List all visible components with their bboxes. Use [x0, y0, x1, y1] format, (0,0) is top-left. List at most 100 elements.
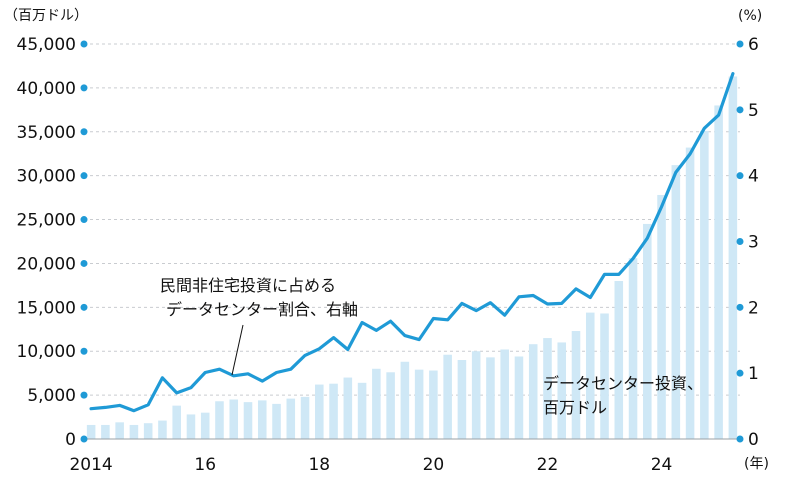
right-tick-marker — [736, 238, 744, 245]
bar — [243, 402, 253, 439]
bar — [657, 194, 666, 439]
left-tick-marker — [80, 259, 88, 267]
bar — [557, 342, 567, 439]
left-axis-unit: （百万ドル） — [4, 8, 88, 24]
bar — [600, 313, 609, 439]
bar — [172, 405, 181, 439]
right-tick-marker — [736, 106, 744, 114]
bar — [414, 369, 424, 439]
bar — [315, 384, 324, 439]
bar-annotation-line2: 百万ドル — [543, 398, 607, 417]
bar — [186, 414, 196, 439]
bar — [372, 368, 381, 439]
right-tick-marker — [736, 172, 744, 180]
left-tick-marker — [80, 435, 88, 443]
bar — [86, 424, 96, 439]
right-tick-marker — [736, 40, 744, 48]
bar — [585, 312, 595, 439]
left-tick-label: 10,000 — [17, 342, 76, 362]
bar — [671, 165, 681, 439]
bar — [115, 422, 124, 439]
bar — [571, 331, 581, 439]
left-tick-label: 0 — [65, 430, 76, 450]
left-tick-marker — [80, 84, 88, 92]
bar-series — [86, 76, 738, 440]
bar — [685, 147, 695, 440]
left-tick-label: 35,000 — [17, 123, 76, 143]
bar — [514, 356, 524, 439]
x-axis-unit: (年) — [744, 456, 769, 472]
left-tick-marker — [80, 40, 88, 48]
bar — [215, 401, 224, 439]
line-annotation: 民間非住宅投資に占める データセンター割合、右軸 — [160, 276, 358, 376]
left-tick-marker — [80, 391, 88, 399]
bar — [643, 223, 652, 439]
right-tick-label: 2 — [748, 298, 759, 318]
bar-annotation: データセンター投資、 百万ドル — [543, 374, 703, 417]
bar — [329, 383, 338, 439]
x-tick-label: 24 — [651, 455, 673, 475]
grid — [84, 43, 740, 396]
x-tick-label: 20 — [423, 455, 445, 475]
bar — [257, 400, 267, 439]
left-tick-marker — [80, 303, 88, 311]
right-tick-label: 4 — [748, 167, 759, 187]
left-tick-marker — [80, 347, 88, 355]
left-tick-label: 40,000 — [17, 79, 76, 99]
right-tick-label: 1 — [748, 364, 759, 384]
bar — [229, 399, 239, 439]
line-annotation-leader — [231, 324, 244, 376]
bar — [628, 258, 638, 439]
bar — [700, 130, 709, 439]
left-tick-label: 15,000 — [17, 298, 76, 318]
bar — [714, 105, 723, 439]
bar — [343, 377, 353, 439]
left-axis: 0 5,000 10,000 15,000 20,000 25,000 30,000 35,0… — [17, 35, 88, 450]
right-tick-label: 5 — [748, 101, 759, 121]
bar — [429, 370, 438, 439]
bar — [500, 349, 509, 439]
bar — [486, 357, 495, 439]
left-tick-label: 25,000 — [17, 211, 76, 231]
bar — [129, 424, 139, 439]
right-tick-marker — [736, 435, 744, 443]
left-tick-marker — [80, 216, 88, 224]
share-line — [89, 71, 735, 413]
x-tick-label: 2014 — [69, 455, 112, 475]
bar — [143, 423, 153, 439]
line-annotation-line1: 民間非住宅投資に占める — [160, 276, 336, 295]
left-tick-label: 30,000 — [17, 167, 76, 187]
right-tick-label: 3 — [748, 233, 759, 253]
left-tick-marker — [80, 172, 88, 180]
right-tick-label: 0 — [748, 430, 759, 450]
bar — [200, 412, 210, 439]
bar — [471, 351, 481, 439]
bar — [158, 420, 167, 439]
line-series — [89, 71, 735, 413]
x-axis: 2014 16 18 20 22 24 — [69, 455, 672, 475]
bar — [386, 372, 395, 439]
bar — [357, 382, 367, 439]
line-annotation-line2: データセンター割合、右軸 — [166, 300, 358, 319]
bar — [528, 344, 538, 439]
right-axis-unit: (%) — [738, 8, 762, 24]
right-tick-marker — [736, 369, 744, 377]
left-tick-label: 5,000 — [27, 386, 76, 406]
bar — [400, 361, 410, 439]
bar — [101, 424, 110, 439]
bar — [614, 281, 624, 439]
bar — [272, 403, 281, 439]
left-tick-marker — [80, 128, 88, 136]
x-tick-label: 18 — [308, 455, 330, 475]
x-tick-label: 22 — [537, 455, 559, 475]
bar — [300, 396, 310, 439]
bar-annotation-line1: データセンター投資、 — [543, 374, 703, 393]
left-tick-label: 20,000 — [17, 254, 76, 274]
bar — [728, 76, 738, 439]
right-tick-marker — [736, 303, 744, 311]
right-tick-label: 6 — [748, 35, 759, 55]
left-tick-label: 45,000 — [17, 35, 76, 55]
x-tick-label: 16 — [194, 455, 216, 475]
right-axis: 0 1 2 3 4 5 6 — [736, 35, 759, 450]
